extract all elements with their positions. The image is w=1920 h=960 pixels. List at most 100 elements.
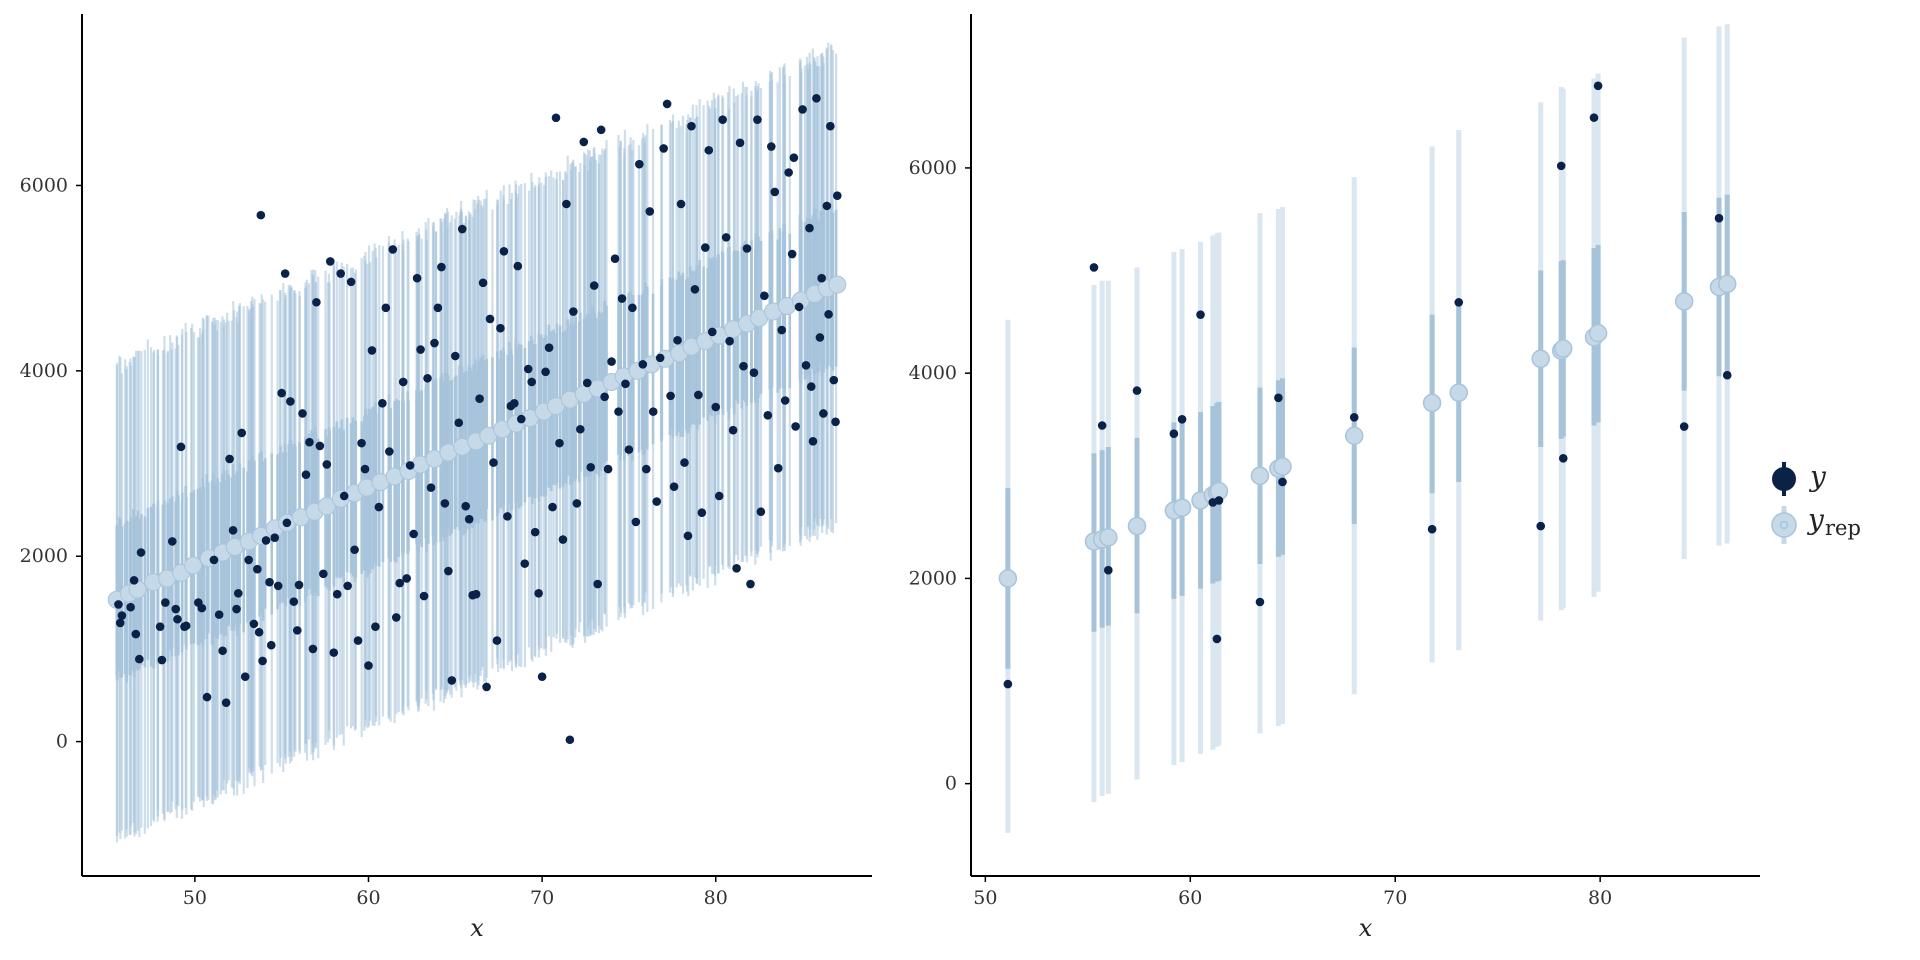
y-point (423, 373, 432, 383)
y-point (475, 394, 484, 403)
y-point (1196, 310, 1205, 319)
y-point (266, 640, 276, 650)
y-point (464, 514, 474, 524)
y-point (721, 233, 731, 242)
y-point (718, 115, 727, 124)
y-point (346, 277, 356, 287)
y-point (617, 294, 627, 303)
y-point (225, 454, 234, 464)
y-point (298, 409, 307, 418)
y-point (1556, 161, 1566, 171)
y-observed (1003, 81, 1732, 689)
axes: 50 60 70 80 0 2000 4000 6000 x (20, 14, 872, 942)
y-point (270, 533, 280, 542)
y-point (572, 499, 582, 508)
right-panel: 50 60 70 80 0 2000 4000 6000 x (909, 14, 1760, 942)
y-point (760, 291, 769, 301)
yrep-point (998, 569, 1018, 588)
y-point (624, 445, 634, 454)
y-point (770, 187, 780, 197)
y-point (523, 364, 533, 374)
legend-item-yrep: y rep (1771, 503, 1861, 544)
y-point (704, 145, 714, 155)
y-point (294, 580, 304, 590)
y-point (1003, 679, 1013, 689)
y-point (832, 191, 842, 200)
yrep-point (1099, 528, 1118, 547)
yrep-point (1531, 349, 1550, 369)
y-point (707, 327, 717, 337)
y-point (824, 310, 833, 319)
y-point (325, 257, 335, 266)
y-point (558, 535, 568, 544)
y-point (510, 398, 519, 408)
y-point (209, 555, 219, 565)
y-point (240, 672, 250, 682)
y-point (1558, 454, 1568, 463)
y-point (305, 437, 314, 447)
y-point (548, 502, 557, 512)
y-point (831, 417, 840, 427)
y-point (364, 661, 373, 670)
y-point (537, 672, 547, 682)
y-point (1132, 386, 1142, 395)
y-point (1454, 298, 1464, 307)
y-point (655, 353, 665, 363)
y-point (586, 462, 596, 472)
y-point (485, 314, 495, 324)
inner-intervals (115, 202, 838, 683)
y-point (579, 137, 589, 147)
y-point (694, 390, 703, 400)
y-point (742, 244, 752, 253)
x-axis-title: x (470, 914, 484, 942)
y-point (280, 269, 290, 278)
y-point (457, 224, 467, 234)
y-point (471, 589, 481, 599)
y-point (461, 501, 471, 511)
y-point (265, 577, 274, 587)
y-point (596, 125, 606, 135)
x-tick-label: 50 (973, 887, 997, 909)
yrep-point (1172, 498, 1192, 517)
y-point (218, 646, 227, 656)
y-point (214, 610, 224, 619)
y-point (753, 115, 762, 124)
legend-yrep-label: y (1806, 503, 1825, 536)
y-point (357, 438, 366, 448)
y-point (1169, 429, 1179, 439)
y-point (503, 512, 512, 521)
y-point (1427, 524, 1437, 534)
y-point (256, 210, 266, 220)
y-point (253, 564, 262, 574)
legend-y-label: y (1808, 460, 1827, 493)
y-point (371, 622, 380, 631)
y-point (221, 698, 231, 707)
plot-marks (998, 24, 1737, 833)
y-point (319, 569, 328, 579)
y-point (822, 201, 832, 211)
legend-yrep-marker (1771, 512, 1797, 538)
y-point (277, 388, 286, 398)
y-point (374, 502, 384, 512)
y-point (292, 626, 302, 635)
y-point (676, 199, 686, 209)
y-point (777, 325, 787, 335)
y-point (1214, 496, 1224, 505)
y-point (635, 159, 644, 169)
y-point (735, 138, 745, 148)
axes: 50 60 70 80 0 2000 4000 6000 x (909, 14, 1760, 942)
y-point (711, 402, 721, 412)
y-point (1089, 263, 1099, 272)
y-point (1274, 393, 1283, 403)
y-point (1097, 421, 1107, 430)
x-tick-label: 80 (704, 887, 728, 909)
yrep-point (1250, 466, 1270, 486)
y-point (516, 414, 526, 424)
y-tick-label: 0 (945, 773, 957, 795)
y-point (565, 735, 575, 745)
y-point (289, 597, 299, 606)
yrep-point (828, 275, 847, 294)
x-tick-label: 80 (1588, 887, 1612, 909)
x-tick-label: 60 (356, 887, 380, 909)
